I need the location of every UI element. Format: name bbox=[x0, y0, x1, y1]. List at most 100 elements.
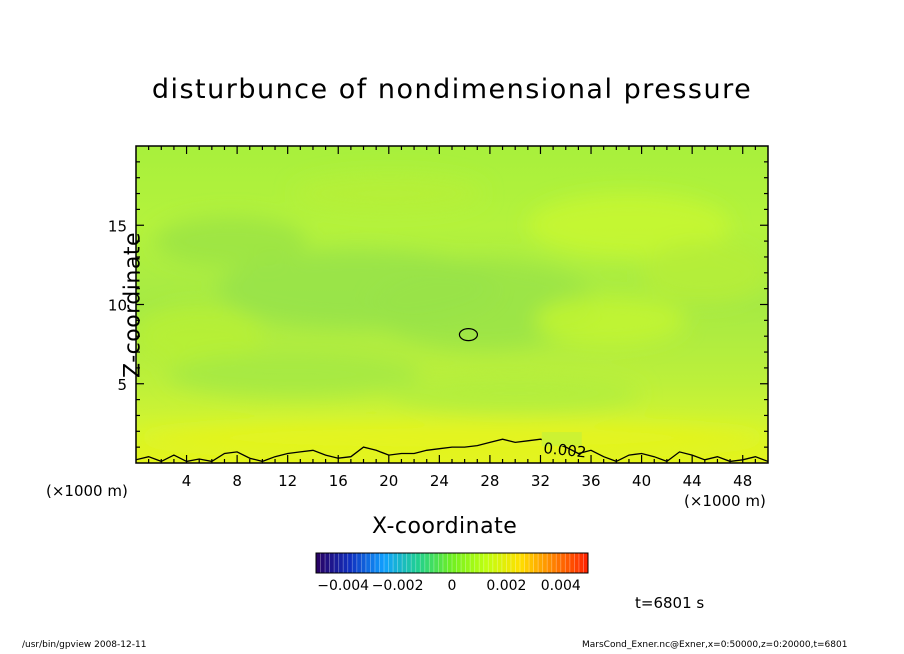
contour-label-bg bbox=[541, 432, 582, 447]
colorbar-cell bbox=[452, 553, 457, 573]
colorbar-cell bbox=[347, 553, 353, 573]
colorbar-cell bbox=[433, 553, 439, 573]
x-tick-label: 20 bbox=[379, 472, 398, 490]
plot-area: 0.002 bbox=[136, 146, 768, 463]
x-tick-label: 32 bbox=[531, 472, 550, 490]
colorbar-tick-label: 0.002 bbox=[486, 578, 526, 594]
colorbar-cell bbox=[515, 553, 521, 573]
colorbar-cell bbox=[325, 553, 330, 573]
colorbar-cell bbox=[520, 553, 525, 573]
colorbar-cell bbox=[501, 553, 507, 573]
colorbar-cell bbox=[420, 553, 426, 573]
contour-label: 0.002 bbox=[543, 439, 588, 461]
colorbar-cell bbox=[556, 553, 562, 573]
colorbar-cell bbox=[316, 553, 321, 573]
colorbar-cell bbox=[411, 553, 417, 573]
field-blob bbox=[136, 421, 768, 454]
colorbar-cell bbox=[578, 553, 584, 573]
colorbar-cell bbox=[542, 553, 548, 573]
contour-closed-loop bbox=[458, 328, 479, 342]
colorbar-cell bbox=[470, 553, 475, 573]
colorbar-frame bbox=[315, 552, 589, 574]
time-annotation: t=6801 s bbox=[635, 594, 705, 612]
x-tick-label: 28 bbox=[480, 472, 499, 490]
colorbar-cell bbox=[474, 553, 480, 573]
x-tick-label: 44 bbox=[683, 472, 702, 490]
footer-data-source: MarsCond_Exner.nc@Exner,x=0:50000,z=0:20… bbox=[582, 640, 848, 650]
field-blob bbox=[527, 193, 731, 257]
colorbar-tick-label: −0.002 bbox=[372, 578, 424, 594]
field-blob bbox=[154, 215, 307, 267]
colorbar-cell bbox=[488, 553, 494, 573]
colorbar-cell bbox=[438, 553, 444, 573]
colorbar-cell bbox=[574, 553, 580, 573]
contour-line-0.002 bbox=[136, 438, 768, 463]
x-unit-label-right: (×1000 m) bbox=[684, 492, 766, 510]
colorbar-cell bbox=[461, 553, 466, 573]
colorbar-tick-label: 0.004 bbox=[541, 578, 581, 594]
y-tick-label: 5 bbox=[117, 376, 127, 394]
colorbar-cell bbox=[352, 553, 358, 573]
field-blob bbox=[388, 374, 642, 413]
x-tick-label: 48 bbox=[733, 472, 752, 490]
x-tick-label: 36 bbox=[581, 472, 600, 490]
colorbar-cell bbox=[529, 553, 534, 573]
colorbar-cell bbox=[424, 553, 430, 573]
colorbar-cell bbox=[320, 553, 326, 573]
colorbar-cell bbox=[524, 553, 530, 573]
field-blob bbox=[294, 174, 484, 213]
colorbar-cell bbox=[465, 553, 471, 573]
x-tick-label: 40 bbox=[632, 472, 651, 490]
colorbar-cell bbox=[492, 553, 498, 573]
colorbar-cell bbox=[343, 553, 349, 573]
colorbar-cell bbox=[356, 553, 362, 573]
x-tick-label: 4 bbox=[182, 472, 192, 490]
x-unit-label-left: (×1000 m) bbox=[46, 482, 128, 500]
colorbar-tick-label: −0.004 bbox=[317, 578, 369, 594]
colorbar-cell bbox=[415, 553, 421, 573]
colorbar-cell bbox=[329, 553, 335, 573]
colorbar-cell bbox=[393, 553, 398, 573]
colorbar-cell bbox=[565, 553, 571, 573]
colorbar-cell bbox=[402, 553, 407, 573]
x-tick-label: 12 bbox=[278, 472, 297, 490]
colorbar-cell bbox=[479, 553, 485, 573]
colorbar-tick-label: 0 bbox=[448, 578, 457, 594]
colorbar-cell bbox=[406, 553, 412, 573]
colorbar-cell bbox=[538, 553, 543, 573]
colorbar-cell bbox=[547, 553, 553, 573]
colorbar-cell bbox=[442, 553, 448, 573]
footer-program-info: /usr/bin/gpview 2008-12-11 bbox=[22, 640, 147, 650]
colorbar-cell bbox=[397, 553, 403, 573]
field-blob bbox=[167, 352, 421, 397]
colorbar-cell bbox=[497, 553, 503, 573]
field-texture bbox=[136, 174, 768, 454]
x-tick-label: 16 bbox=[329, 472, 348, 490]
colorbar-cell bbox=[370, 553, 376, 573]
colorbar-cell bbox=[447, 553, 453, 573]
colorbar-cell bbox=[365, 553, 371, 573]
colorbar-cell bbox=[429, 553, 435, 573]
y-tick-label: 10 bbox=[108, 297, 127, 315]
colorbar-cell bbox=[483, 553, 489, 573]
field-blob bbox=[534, 294, 686, 346]
x-tick-label: 8 bbox=[232, 472, 242, 490]
colorbar-cell bbox=[388, 553, 394, 573]
colorbar-cell bbox=[560, 553, 566, 573]
colorbar-cell bbox=[374, 553, 380, 573]
y-tick-label: 15 bbox=[108, 217, 127, 235]
colorbar-cell bbox=[456, 553, 462, 573]
colorbar-cell bbox=[361, 553, 367, 573]
colorbar-cell bbox=[551, 553, 557, 573]
colorbar-cell bbox=[533, 553, 539, 573]
y-axis-label: Z-coordinate bbox=[120, 232, 146, 378]
colorbar-cell bbox=[384, 553, 389, 573]
colorbar-cell bbox=[506, 553, 512, 573]
field-blob bbox=[641, 241, 768, 305]
colorbar-cell bbox=[569, 553, 575, 573]
x-tick-label: 24 bbox=[430, 472, 449, 490]
chart-title: disturbunce of nondimensional pressure bbox=[151, 74, 753, 105]
field-blob bbox=[136, 304, 263, 368]
colorbar-cell bbox=[583, 553, 589, 573]
